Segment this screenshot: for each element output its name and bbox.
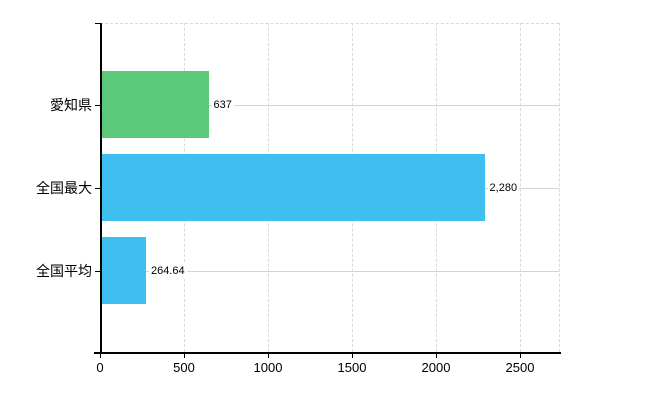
bar-value-label: 637 <box>211 96 234 113</box>
y-axis-tick <box>95 104 100 106</box>
gridline-category-0 <box>100 104 559 106</box>
gridline-top <box>100 23 559 24</box>
category-label-2: 全国平均 <box>36 262 92 279</box>
category-label-0: 愛知県 <box>50 96 92 113</box>
bar-0 <box>101 71 209 138</box>
x-axis-tick <box>268 353 269 358</box>
gridline-category-2 <box>100 270 559 272</box>
x-axis-tick <box>436 353 438 358</box>
y-axis <box>100 23 102 354</box>
x-tick-label-2500: 2500 <box>505 360 535 375</box>
bar-value-label: 264.64 <box>148 262 187 279</box>
y-axis-tick <box>95 187 100 189</box>
bar-value-label: 2,280 <box>487 179 520 196</box>
x-tick-label-1500: 1500 <box>337 360 367 375</box>
category-label-1: 全国最大 <box>36 179 92 196</box>
bar-1 <box>101 154 485 221</box>
x-axis-tick <box>520 353 522 358</box>
x-tick-label-500: 500 <box>173 360 195 375</box>
x-axis <box>94 352 561 354</box>
x-tick-label-1000: 1000 <box>253 360 283 375</box>
x-tick-label-2000: 2000 <box>421 360 451 375</box>
bar-2 <box>101 237 146 304</box>
y-axis-tick <box>95 270 100 272</box>
x-tick-label-0: 0 <box>96 360 104 375</box>
gridline-right-edge <box>559 23 560 352</box>
x-axis-tick <box>352 353 353 358</box>
y-axis-end-tick <box>95 23 100 24</box>
x-axis-tick <box>100 353 101 358</box>
x-axis-tick <box>184 353 185 358</box>
